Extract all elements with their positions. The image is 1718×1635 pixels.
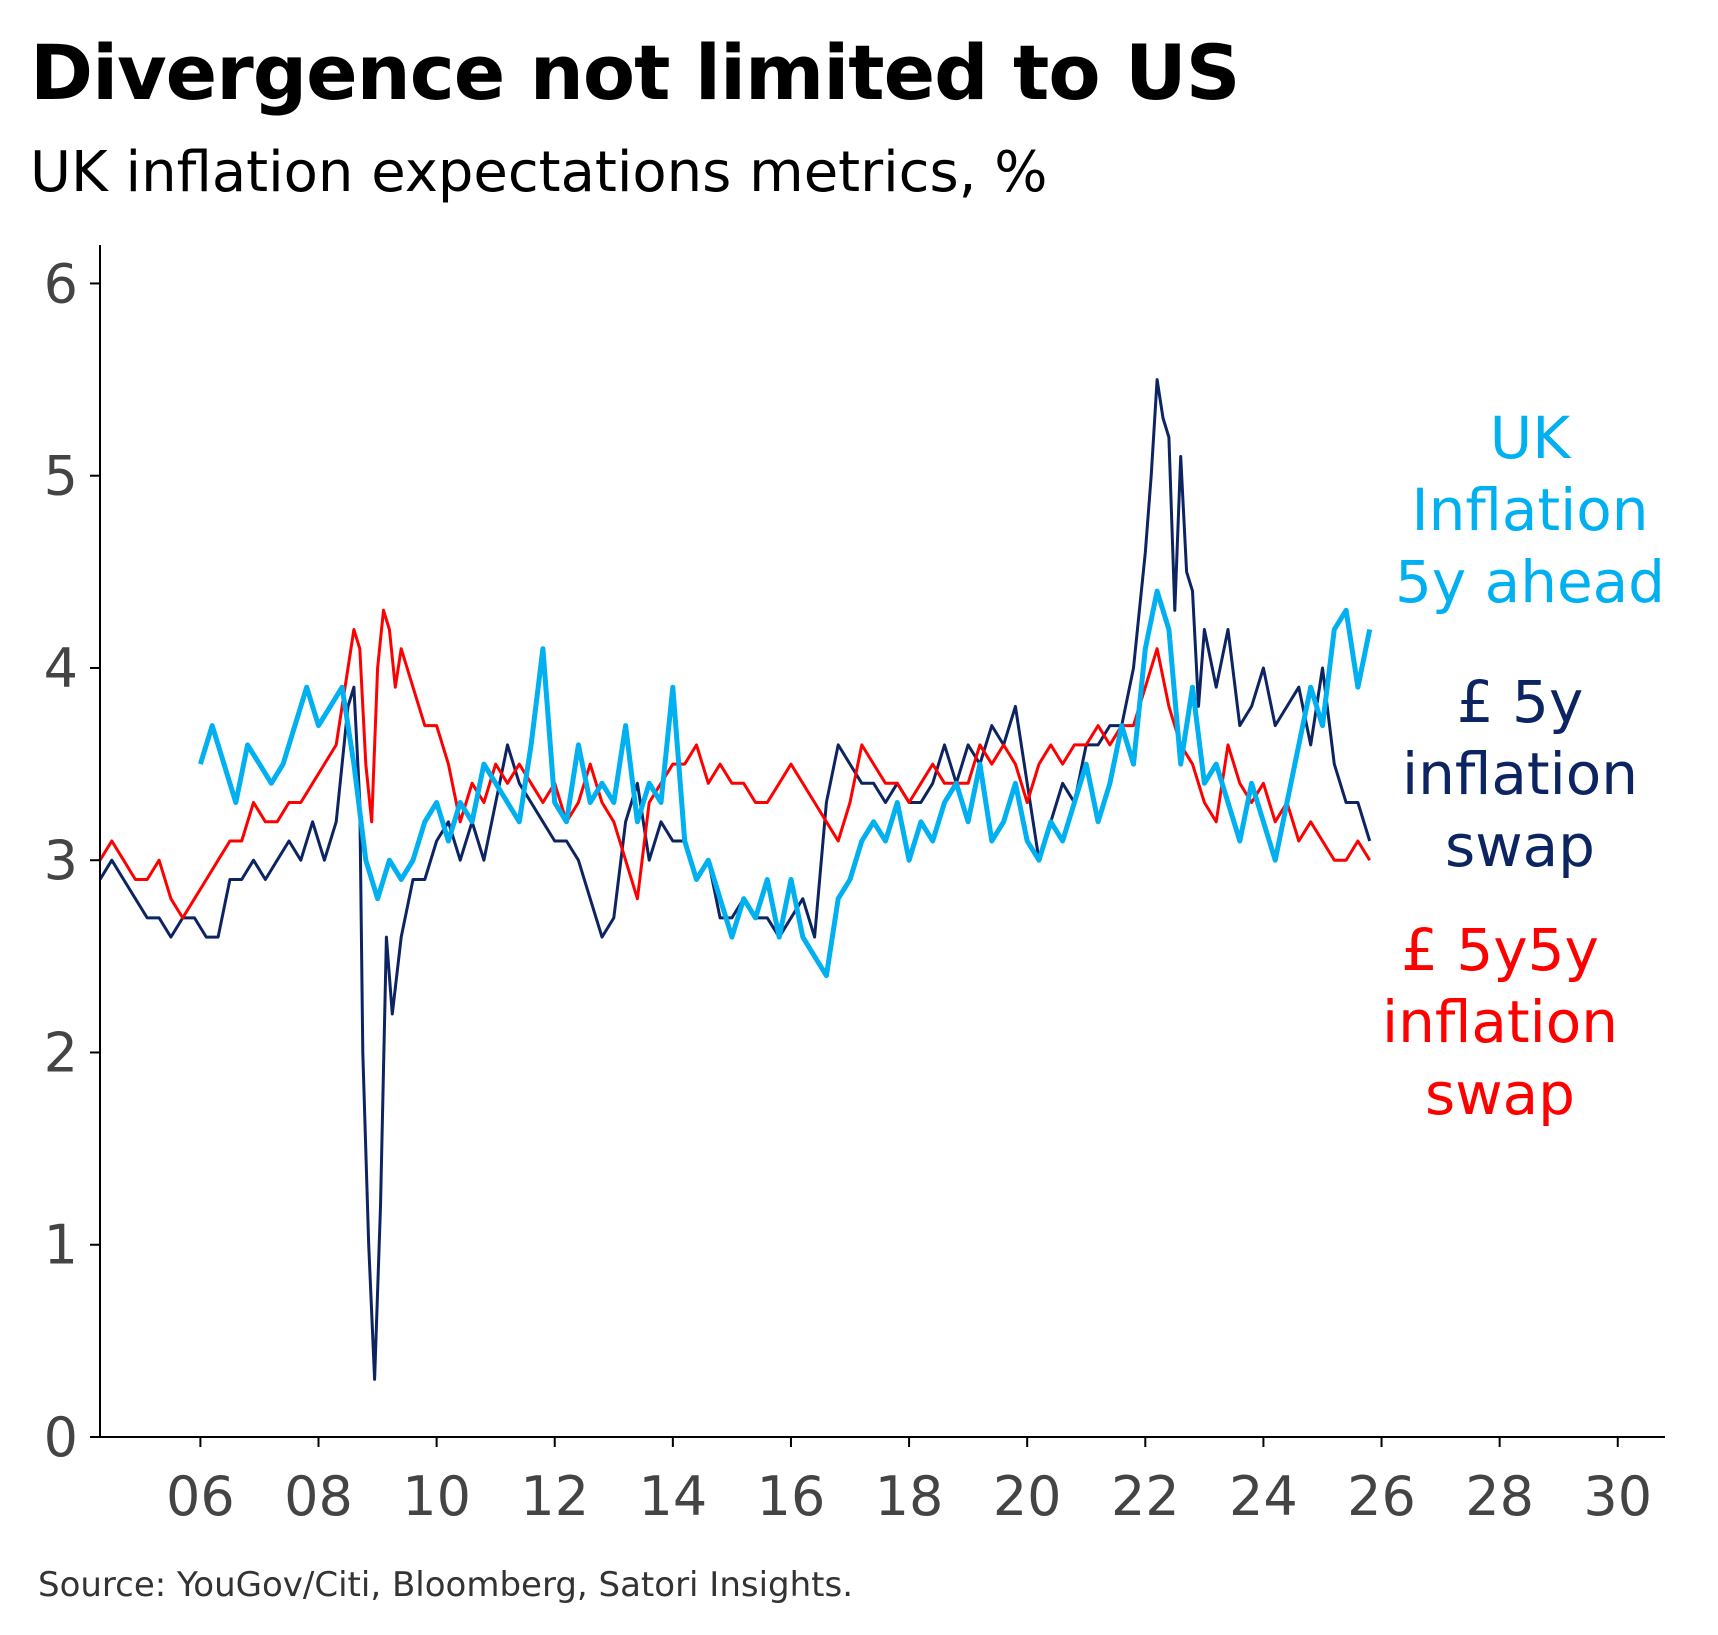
x-tick-label: 14 [638,1465,707,1528]
chart-title: Divergence not limited to US [30,28,1240,117]
x-tick-label: 12 [520,1465,589,1528]
x-tick-label: 20 [993,1465,1062,1528]
x-tick-label: 26 [1347,1465,1416,1528]
x-tick-label: 24 [1229,1465,1298,1528]
y-tick-label: 3 [44,829,78,892]
series-label-1: inflation [1402,740,1638,808]
y-tick-label: 6 [44,252,78,315]
series-label-2: £ 5y5y [1401,916,1599,984]
series-line-2 [98,608,1371,920]
series-label-2: swap [1425,1060,1575,1128]
series-label-0: UK [1490,404,1572,472]
x-tick-label: 30 [1583,1465,1652,1528]
chart-subtitle: UK inflation expectations metrics, % [30,140,1048,205]
series-label-0: 5y ahead [1395,548,1665,616]
series-line-1 [98,378,1372,1381]
y-tick-label: 1 [44,1214,78,1277]
x-tick-label: 16 [757,1465,826,1528]
x-tick-label: 28 [1465,1465,1534,1528]
source-note: Source: YouGov/Citi, Bloomberg, Satori I… [38,1565,854,1605]
series-label-0: Inflation [1411,476,1648,544]
y-tick-label: 2 [44,1021,78,1084]
series-label-1: swap [1445,812,1595,880]
series-label-1: £ 5y [1457,668,1584,736]
series-label-2: inflation [1382,988,1618,1056]
series-layer [98,378,1373,1381]
x-tick-label: 22 [1111,1465,1180,1528]
x-tick-label: 06 [166,1465,235,1528]
y-tick-label: 5 [44,445,78,508]
x-tick-label: 08 [284,1465,353,1528]
x-tick-label: 10 [402,1465,471,1528]
x-tick-label: 18 [875,1465,944,1528]
y-tick-label: 4 [44,637,78,700]
y-tick-label: 0 [44,1406,78,1469]
series-line-0 [198,588,1373,979]
